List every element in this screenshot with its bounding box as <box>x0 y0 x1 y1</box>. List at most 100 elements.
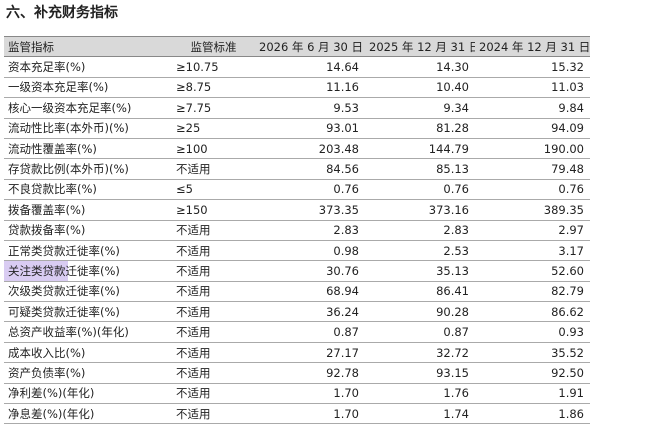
table-row: 成本收入比(%) 不适用 27.17 32.72 35.52 <box>4 342 590 364</box>
value-cell: 9.84 <box>475 97 590 119</box>
indicator-name: 流动性比率(本外币)(%) <box>4 118 172 139</box>
value-cell: 0.93 <box>475 321 590 343</box>
value-cell: 3.17 <box>475 240 590 262</box>
indicator-name: 关注类贷款迁徙率(%) <box>4 260 172 282</box>
value-cell: 0.76 <box>255 179 365 201</box>
value-cell: 92.50 <box>475 362 590 384</box>
indicator-name: 总资产收益率(%)(年化) <box>4 321 172 343</box>
standard: 不适用 <box>172 342 255 364</box>
section-title: 六、补充财务指标 <box>6 5 118 21</box>
table-row: 贷款拨备率(%) 不适用 2.83 2.83 2.97 <box>4 220 590 241</box>
standard: ≥100 <box>172 138 255 160</box>
value-cell: 35.52 <box>475 342 590 364</box>
indicator-name: 次级类贷款迁徙率(%) <box>4 281 172 303</box>
value-cell: 190.00 <box>475 138 590 160</box>
value-cell: 373.35 <box>255 199 365 221</box>
standard: 不适用 <box>172 158 255 180</box>
value-cell: 15.32 <box>475 56 590 78</box>
indicator-name: 一级资本充足率(%) <box>4 77 172 99</box>
value-cell: 52.60 <box>475 260 590 282</box>
standard: ≥10.75 <box>172 56 255 78</box>
value-cell: 82.79 <box>475 281 590 303</box>
table-row: 存贷款比例(本外币)(%) 不适用 84.56 85.13 79.48 <box>4 158 590 180</box>
value-cell: 2.83 <box>255 220 365 241</box>
value-cell: 389.35 <box>475 199 590 221</box>
table-row: 资产负债率(%) 不适用 92.78 93.15 92.50 <box>4 362 590 384</box>
column-header: 2026 年 6 月 30 日 <box>255 35 365 58</box>
value-cell: 68.94 <box>255 281 365 303</box>
value-cell: 1.74 <box>365 403 475 425</box>
value-cell: 35.13 <box>365 260 475 282</box>
column-header: 2025 年 12 月 31 日 <box>365 35 475 58</box>
value-cell: 36.24 <box>255 301 365 323</box>
standard: 不适用 <box>172 403 255 425</box>
column-header: 监管指标 <box>4 35 172 58</box>
value-cell: 1.76 <box>365 383 475 405</box>
table-row: 资本充足率(%) ≥10.75 14.64 14.30 15.32 <box>4 56 590 78</box>
column-header: 2024 年 12 月 31 日 <box>475 35 590 58</box>
standard: ≥7.75 <box>172 97 255 119</box>
indicator-name: 可疑类贷款迁徙率(%) <box>4 301 172 323</box>
standard: ≥8.75 <box>172 77 255 99</box>
value-cell: 92.78 <box>255 362 365 384</box>
value-cell: 79.48 <box>475 158 590 180</box>
standard: ≥150 <box>172 199 255 221</box>
value-cell: 2.97 <box>475 220 590 241</box>
standard: ≤5 <box>172 179 255 201</box>
table-row: 正常类贷款迁徙率(%) 不适用 0.98 2.53 3.17 <box>4 240 590 262</box>
value-cell: 86.62 <box>475 301 590 323</box>
indicator-name: 正常类贷款迁徙率(%) <box>4 240 172 262</box>
standard: 不适用 <box>172 383 255 405</box>
standard: 不适用 <box>172 301 255 323</box>
value-cell: 1.91 <box>475 383 590 405</box>
value-cell: 0.87 <box>255 321 365 343</box>
indicator-name: 净利差(%)(年化) <box>4 383 172 405</box>
standard: 不适用 <box>172 220 255 241</box>
value-cell: 0.98 <box>255 240 365 262</box>
value-cell: 93.01 <box>255 118 365 139</box>
table-row: 净息差(%)(年化) 不适用 1.70 1.74 1.86 <box>4 403 590 425</box>
indicator-name: 流动性覆盖率(%) <box>4 138 172 160</box>
column-header: 监管标准 <box>172 35 255 58</box>
value-cell: 1.70 <box>255 403 365 425</box>
value-cell: 90.28 <box>365 301 475 323</box>
value-cell: 81.28 <box>365 118 475 139</box>
indicator-name: 不良贷款比率(%) <box>4 179 172 201</box>
indicator-name: 成本收入比(%) <box>4 342 172 364</box>
value-cell: 32.72 <box>365 342 475 364</box>
value-cell: 93.15 <box>365 362 475 384</box>
table-row: 次级类贷款迁徙率(%) 不适用 68.94 86.41 82.79 <box>4 281 590 303</box>
value-cell: 85.13 <box>365 158 475 180</box>
value-cell: 144.79 <box>365 138 475 160</box>
value-cell: 0.76 <box>365 179 475 201</box>
indicator-name: 拨备覆盖率(%) <box>4 199 172 221</box>
indicator-name: 贷款拨备率(%) <box>4 220 172 241</box>
standard: 不适用 <box>172 240 255 262</box>
value-cell: 203.48 <box>255 138 365 160</box>
indicator-name: 核心一级资本充足率(%) <box>4 97 172 119</box>
indicator-name: 资本充足率(%) <box>4 56 172 78</box>
value-cell: 1.86 <box>475 403 590 425</box>
table-row: 总资产收益率(%)(年化) 不适用 0.87 0.87 0.93 <box>4 321 590 343</box>
indicator-name: 资产负债率(%) <box>4 362 172 384</box>
indicator-name: 存贷款比例(本外币)(%) <box>4 158 172 180</box>
value-cell: 30.76 <box>255 260 365 282</box>
value-cell: 9.53 <box>255 97 365 119</box>
table-row: 核心一级资本充足率(%) ≥7.75 9.53 9.34 9.84 <box>4 97 590 119</box>
value-cell: 11.16 <box>255 77 365 99</box>
standard: 不适用 <box>172 321 255 343</box>
value-cell: 84.56 <box>255 158 365 180</box>
indicator-name: 净息差(%)(年化) <box>4 403 172 425</box>
table-row: 净利差(%)(年化) 不适用 1.70 1.76 1.91 <box>4 383 590 405</box>
value-cell: 0.76 <box>475 179 590 201</box>
table-row: 一级资本充足率(%) ≥8.75 11.16 10.40 11.03 <box>4 77 590 99</box>
value-cell: 9.34 <box>365 97 475 119</box>
value-cell: 2.53 <box>365 240 475 262</box>
standard: 不适用 <box>172 362 255 384</box>
table-row: 可疑类贷款迁徙率(%) 不适用 36.24 90.28 86.62 <box>4 301 590 323</box>
value-cell: 2.83 <box>365 220 475 241</box>
value-cell: 373.16 <box>365 199 475 221</box>
table-row: 关注类贷款迁徙率(%) 不适用 30.76 35.13 52.60 <box>4 260 590 282</box>
